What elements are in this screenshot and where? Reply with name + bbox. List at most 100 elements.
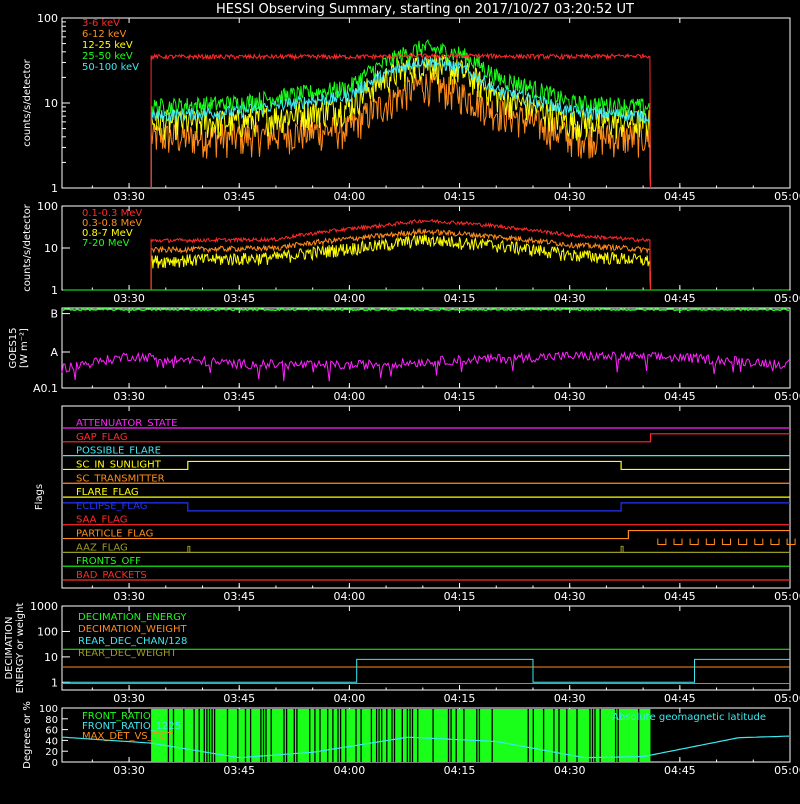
panels: 03:3003:4504:0004:1504:3004:4505:0011010… <box>4 12 800 777</box>
panel-goes-y-tick-label: A0.1 <box>33 382 58 395</box>
panel-decimation-legend-entry: DECIMATION_ENERGY <box>78 612 187 623</box>
panel-front-ratio-y-tick-label: 100 <box>39 704 58 715</box>
panel-front-ratio-legend-entry: FRONT_RATIO_1225 <box>82 721 181 732</box>
panel-decimation-y-label: ENERGY or weight <box>15 603 26 694</box>
panel-goes-series-line <box>61 350 790 382</box>
panel-high-energy-x-tick-label: 03:45 <box>223 292 255 305</box>
panel-front-ratio-x-tick-label: 04:15 <box>444 764 476 777</box>
panel-front-ratio-x-tick-label: 04:00 <box>334 764 366 777</box>
panel-flags-flag-line <box>63 433 790 443</box>
panel-decimation-x-tick-label: 03:45 <box>223 692 255 705</box>
panel-high-energy-series-line <box>150 234 651 291</box>
panel-flags-flag-line <box>63 529 790 540</box>
panel-front-ratio-x-tick-label: 03:45 <box>223 764 255 777</box>
panel-goes-y-tick-label: B <box>50 308 58 321</box>
panel-decimation-y-tick-label: 10 <box>44 651 58 664</box>
panel-high-energy-legend-entry: 0.8-7 MeV <box>82 228 133 239</box>
panel-decimation-y-tick-label: 1000 <box>30 600 58 613</box>
panel-goes-x-tick-label: 04:45 <box>664 390 696 403</box>
panel-decimation-legend-entry: DECIMATION_WEIGHT <box>78 624 187 635</box>
panel-high-energy-y-tick-label: 100 <box>37 200 58 213</box>
panel-flags-flag-line <box>63 460 790 471</box>
panel-flags-flag-label: PARTICLE_FLAG <box>76 529 153 540</box>
panel-flags-flag-label: SC_TRANSMITTER <box>76 473 165 484</box>
panel-front-ratio-x-tick-label: 04:30 <box>554 764 586 777</box>
panel-decimation-legend-entry: REAR_DEC_WEIGHT <box>78 648 177 659</box>
panel-flags-flag-label: POSSIBLE_FLARE <box>76 446 161 457</box>
panel-front-ratio-latitude-label: Absolute geomagnetic latitude <box>612 712 766 723</box>
panel-flags-flag-label: BAD_PACKETS <box>76 570 147 581</box>
panel-low-energy-series-line <box>150 53 651 189</box>
panel-front-ratio-legend-entry: FRONT_RATIO <box>82 711 151 722</box>
panel-goes-y-tick-label: A <box>50 346 58 359</box>
panel-front-ratio-y-label: Degrees or % <box>22 701 33 769</box>
panel-decimation-y-label: DECIMATION <box>4 616 15 679</box>
panel-goes-x-tick-label: 04:15 <box>444 390 476 403</box>
figure-title: HESSI Observing Summary, starting on 201… <box>216 2 634 17</box>
panel-flags-x-tick-label: 03:45 <box>223 590 255 603</box>
panel-low-energy-series-line <box>150 39 651 189</box>
panel-decimation-frame <box>61 605 791 691</box>
panel-high-energy-y-tick-label: 1 <box>51 284 58 297</box>
panel-decimation-y-tick-label: 1 <box>51 676 58 689</box>
panel-decimation-x-tick-label: 04:30 <box>554 692 586 705</box>
panel-low-energy-legend-entry: 50-100 keV <box>82 62 139 73</box>
panel-front-ratio-y-tick-label: 80 <box>45 715 58 726</box>
panel-front-ratio-x-tick-label: 05:00 <box>774 764 800 777</box>
panel-high-energy-legend-entry: 7-20 MeV <box>82 238 130 249</box>
panel-flags-flag-label: AAZ_FLAG <box>76 542 128 553</box>
panel-flags-x-tick-label: 04:30 <box>554 590 586 603</box>
panel-goes-series-line <box>61 307 790 312</box>
panel-low-energy-y-tick-label: 10 <box>44 97 58 110</box>
panel-goes-x-tick-label: 03:30 <box>113 390 145 403</box>
panel-goes-x-tick-label: 05:00 <box>774 390 800 403</box>
panel-high-energy-series-line <box>150 227 651 291</box>
panel-front-ratio-x-tick-label: 03:30 <box>113 764 145 777</box>
panel-goes-frame <box>61 307 791 389</box>
panel-low-energy-x-tick-label: 05:00 <box>774 190 800 203</box>
panel-low-energy-y-label: counts/s/detector <box>22 58 33 146</box>
panel-front-ratio-y-tick-label: 20 <box>45 747 58 758</box>
panel-goes-x-tick-label: 04:30 <box>554 390 586 403</box>
panel-low-energy-legend-entry: 6-12 keV <box>82 29 126 40</box>
panel-flags-aaz-blip <box>187 545 191 553</box>
panel-decimation-x-tick-label: 04:00 <box>334 692 366 705</box>
panel-high-energy-x-tick-label: 04:15 <box>444 292 476 305</box>
panel-decimation-series-line <box>63 658 790 683</box>
panel-flags-x-tick-label: 05:00 <box>774 590 800 603</box>
panel-low-energy-legend-entry: 25-50 keV <box>82 51 133 62</box>
panel-low-energy-x-tick-label: 04:00 <box>334 190 366 203</box>
panel-decimation-legend-entry: REAR_DEC_CHAN/128 <box>78 636 187 647</box>
panel-flags-flag-label: SAA_FLAG <box>76 515 127 526</box>
panel-flags-x-tick-label: 03:30 <box>113 590 145 603</box>
panel-low-energy-x-tick-label: 04:45 <box>664 190 696 203</box>
panel-high-energy-series-line <box>150 218 651 291</box>
panel-front-ratio-y-tick-label: 40 <box>45 736 58 747</box>
panel-flags-flag-label: SC_IN_SUNLIGHT <box>76 459 162 470</box>
panel-high-energy-x-tick-label: 05:00 <box>774 292 800 305</box>
panel-decimation-x-tick-label: 04:45 <box>664 692 696 705</box>
panel-flags-x-tick-label: 04:15 <box>444 590 476 603</box>
panel-front-ratio-latitude-line <box>61 735 790 759</box>
panel-low-energy-series-line <box>150 52 651 189</box>
panel-flags-particle-pulses <box>657 538 796 546</box>
panel-low-energy-legend-entry: 12-25 keV <box>82 40 133 51</box>
panel-front-ratio-legend-entry: MAX_DET_VS_TOT <box>82 731 174 742</box>
panel-low-energy-legend-entry: 3-6 keV <box>82 18 120 29</box>
panel-high-energy-y-tick-label: 10 <box>44 242 58 255</box>
panel-decimation-y-tick-label: 100 <box>37 625 58 638</box>
panel-low-energy-x-tick-label: 03:45 <box>223 190 255 203</box>
panel-front-ratio-y-tick-label: 0 <box>52 758 58 769</box>
panel-low-energy-x-tick-label: 04:30 <box>554 190 586 203</box>
panel-low-energy-series-line <box>150 71 651 189</box>
panel-low-energy-x-tick-label: 04:15 <box>444 190 476 203</box>
panel-high-energy-y-label: counts/s/detector <box>22 203 33 291</box>
panel-front-ratio-front-ratio-fill <box>151 709 651 762</box>
panel-low-energy-x-tick-label: 03:30 <box>113 190 145 203</box>
panel-flags-y-label: Flags <box>34 484 45 510</box>
panel-high-energy-legend-entry: 0.3-0.8 MeV <box>82 218 142 229</box>
panel-goes-x-tick-label: 04:00 <box>334 390 366 403</box>
panel-flags-x-tick-label: 04:00 <box>334 590 366 603</box>
panel-high-energy-x-tick-label: 04:30 <box>554 292 586 305</box>
